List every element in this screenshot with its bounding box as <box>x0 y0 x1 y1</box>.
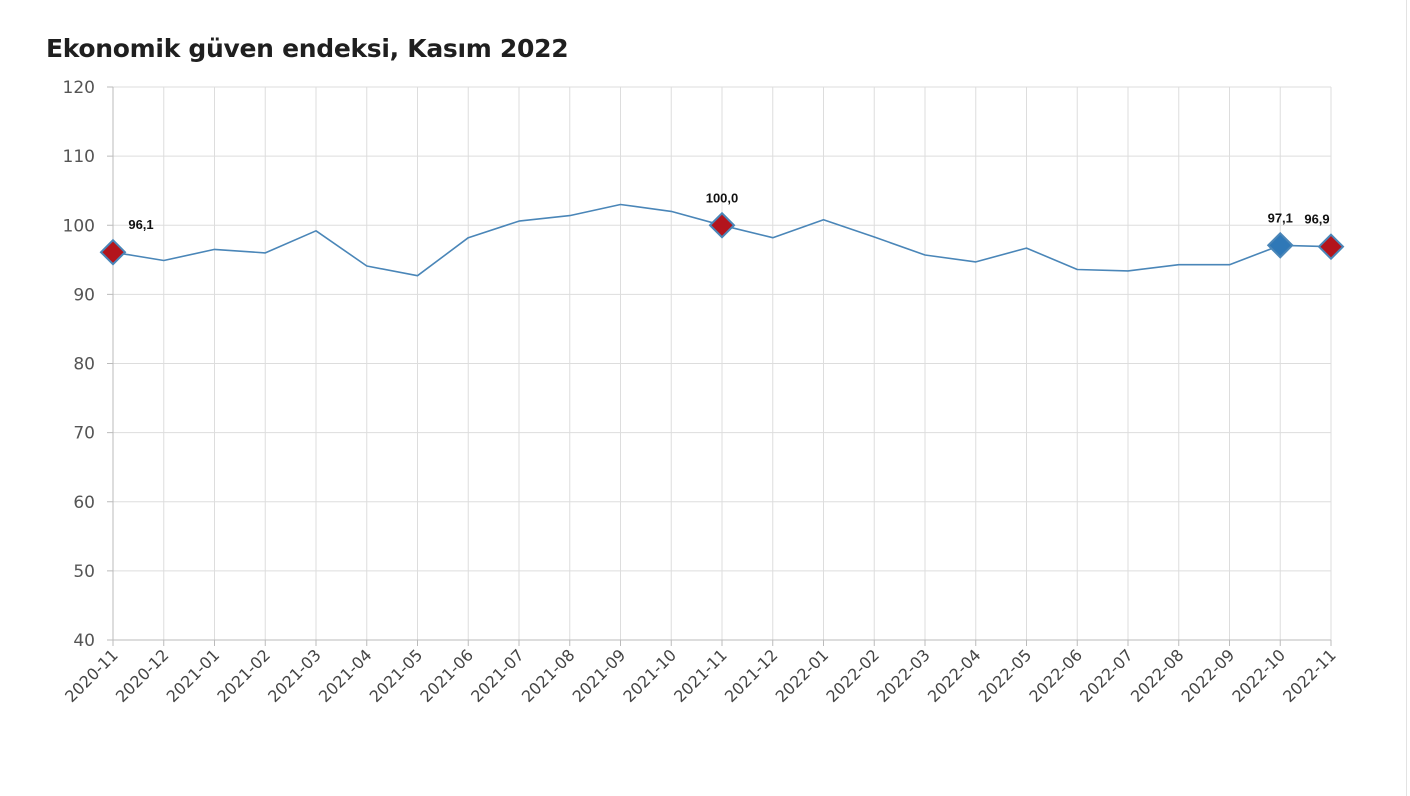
data-label: 96,9 <box>1304 212 1329 227</box>
diamond-marker <box>99 238 127 266</box>
y-tick-label: 40 <box>73 631 95 651</box>
x-tick-label: 2021-09 <box>569 645 630 706</box>
diamond-marker <box>1266 231 1294 259</box>
data-label: 97,1 <box>1268 210 1293 225</box>
axes <box>107 86 1332 646</box>
data-labels: 96,1 100,0 97,1 96,9 <box>128 190 1329 232</box>
x-tick-label: 2021-05 <box>366 645 427 706</box>
y-tick-label: 80 <box>73 355 95 375</box>
x-tick-label: 2021-04 <box>315 645 376 706</box>
y-tick-label: 100 <box>63 216 95 236</box>
highlight-markers <box>99 211 1345 266</box>
y-tick-label: 70 <box>73 424 95 444</box>
x-tick-label: 2022-09 <box>1178 645 1239 706</box>
page-right-border <box>1406 0 1407 796</box>
y-tick-label: 50 <box>73 562 95 582</box>
x-tick-label: 2022-11 <box>1279 645 1340 706</box>
x-tick-label: 2022-04 <box>924 645 985 706</box>
x-tick-label: 2022-03 <box>873 645 934 706</box>
y-tick-label: 110 <box>63 147 95 167</box>
x-tick-label: 2022-07 <box>1076 645 1137 706</box>
diamond-marker <box>1317 233 1345 261</box>
x-tick-label: 2022-06 <box>1025 645 1086 706</box>
x-tick-label: 2020-11 <box>61 645 122 706</box>
data-label: 100,0 <box>706 190 739 205</box>
x-tick-label: 2020-12 <box>112 645 173 706</box>
x-tick-label: 2021-07 <box>467 645 528 706</box>
x-tick-label: 2021-10 <box>619 645 680 706</box>
diamond-marker <box>708 211 736 239</box>
x-tick-label: 2021-12 <box>721 645 782 706</box>
x-tick-label: 2021-11 <box>670 645 731 706</box>
y-tick-label: 120 <box>63 78 95 98</box>
chart-title: Ekonomik güven endeksi, Kasım 2022 <box>46 34 569 63</box>
x-tick-label: 2022-10 <box>1228 645 1289 706</box>
y-tick-label: 90 <box>73 285 95 305</box>
x-tick-label: 2021-01 <box>163 645 224 706</box>
grid-lines <box>112 86 1332 641</box>
x-tick-label: 2022-02 <box>822 645 883 706</box>
x-tick-label: 2021-03 <box>264 645 325 706</box>
x-axis-tick-labels: 2020-112020-122021-012021-022021-032021-… <box>61 645 1340 706</box>
data-label: 96,1 <box>128 217 153 232</box>
x-tick-label: 2022-01 <box>772 645 833 706</box>
y-axis-tick-labels: 40 50 60 70 80 90 100 110 120 <box>63 78 95 651</box>
x-tick-label: 2022-05 <box>975 645 1036 706</box>
x-tick-label: 2022-08 <box>1127 645 1188 706</box>
x-tick-label: 2021-02 <box>213 645 274 706</box>
y-tick-label: 60 <box>73 493 95 513</box>
x-tick-label: 2021-08 <box>518 645 579 706</box>
x-tick-label: 2021-06 <box>416 645 477 706</box>
